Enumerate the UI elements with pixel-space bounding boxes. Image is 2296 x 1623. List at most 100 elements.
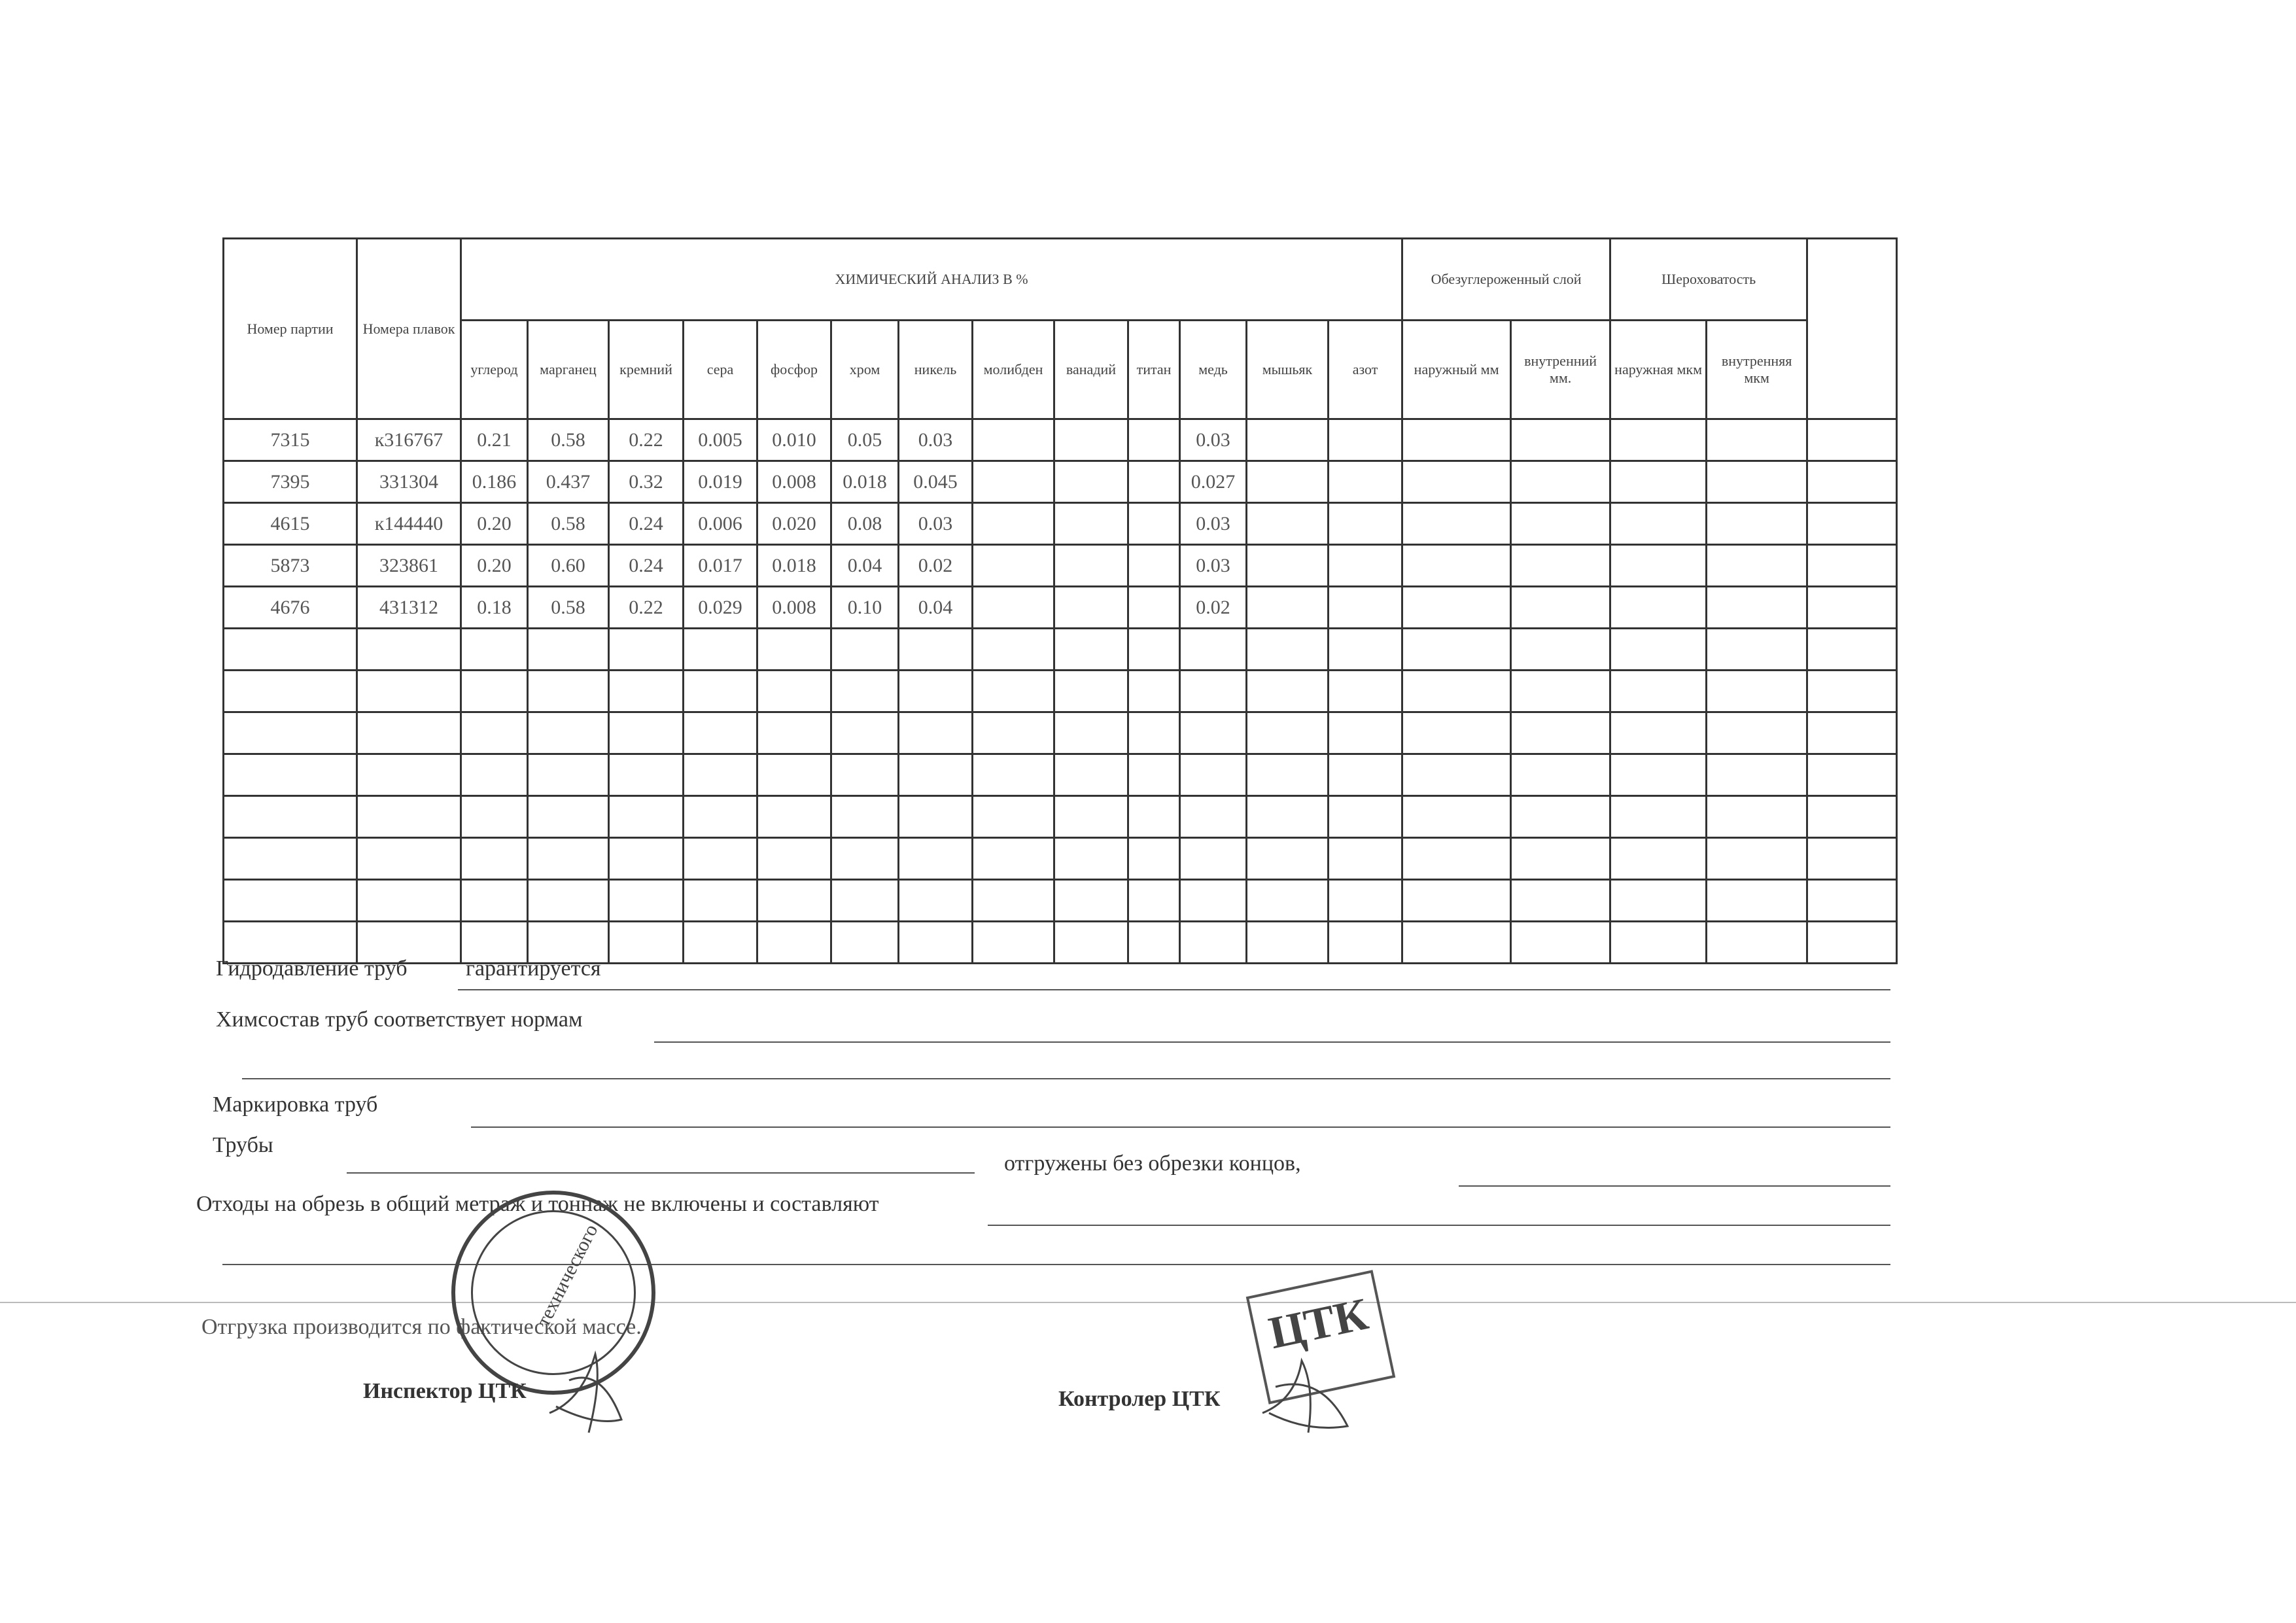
table-cell [356,711,462,755]
table-cell [1401,460,1512,504]
table-cell: 7395 [222,460,358,504]
table-cell [1127,544,1181,587]
table-cell [1806,879,1898,922]
table-cell [1179,920,1247,964]
table-cell: 0.21 [460,418,529,462]
table-cell [1510,669,1612,713]
table-cell [1401,585,1512,629]
empty-row [222,795,1898,839]
table-cell: 0.60 [527,544,610,587]
table-cell: 0.186 [460,460,529,504]
table-cell: 0.32 [608,460,684,504]
chemical-analysis-table: Номер партии Номера плавок ХИМИЧЕСКИЙ АН… [222,237,1898,964]
table-cell [608,669,684,713]
table-cell [971,711,1055,755]
table-cell [460,920,529,964]
table-cell [1053,837,1129,881]
header-element: молибден [971,319,1055,420]
table-cell [356,669,462,713]
table-cell [1179,669,1247,713]
table-cell [1806,502,1898,546]
table-row: 5873 323861 0.20 0.60 0.24 0.017 0.018 0.04 0.02… [222,544,1898,587]
table-cell [1806,418,1898,462]
table-cell [356,627,462,671]
table-cell [1806,544,1898,587]
table-cell [1705,669,1809,713]
table-cell [356,837,462,881]
table-cell [830,920,899,964]
table-cell [1806,669,1898,713]
table-cell [1609,544,1708,587]
table-cell: 0.03 [897,418,973,462]
table-cell [460,753,529,797]
table-cell [1401,753,1512,797]
table-cell [1053,585,1129,629]
table-cell [1053,711,1129,755]
table-cell [1609,669,1708,713]
table-cell [971,502,1055,546]
table-cell [1179,795,1247,839]
table-cell [527,711,610,755]
table-cell: 4676 [222,585,358,629]
table-cell [1245,669,1329,713]
table-cell [756,753,832,797]
table-cell [1609,795,1708,839]
table-cell: 0.017 [682,544,758,587]
table-cell: 431312 [356,585,462,629]
table-cell [682,920,758,964]
table-cell: 0.24 [608,544,684,587]
table-cell [830,711,899,755]
table-cell [1127,920,1181,964]
table-cell: 0.04 [897,585,973,629]
inspector-label: Инспектор ЦТК [363,1379,527,1403]
table-cell [527,795,610,839]
table-cell [1401,669,1512,713]
table-cell [1401,627,1512,671]
table-cell [1245,502,1329,546]
table-cell [1127,837,1181,881]
header-element: титан [1127,319,1181,420]
header-element: хром [830,319,899,420]
table-cell [356,920,462,964]
table-row: 7315 к316767 0.21 0.58 0.22 0.005 0.010 0.05 0.0… [222,418,1898,462]
header-decarb-sub: наружный мм [1401,319,1512,420]
table-cell [1806,627,1898,671]
shipped-text: отгружены без обрезки концов, [1004,1151,1301,1176]
header-decarb-layer: Обезуглероженный слой [1401,237,1612,321]
table-cell [682,795,758,839]
table-cell [1127,879,1181,922]
table-cell [1179,627,1247,671]
table-cell [971,920,1055,964]
table-cell [1127,418,1181,462]
table-cell [1806,920,1898,964]
table-cell [1245,418,1329,462]
inspector-signature [549,1350,623,1433]
table-cell [1053,544,1129,587]
table-cell: 0.437 [527,460,610,504]
table-cell [1705,795,1809,839]
table-cell [971,418,1055,462]
table-cell [1127,753,1181,797]
table-cell: 0.58 [527,502,610,546]
table-cell [527,627,610,671]
controller-label: Контролер ЦТК [1058,1387,1221,1411]
table-cell [608,920,684,964]
table-cell [1401,795,1512,839]
table-cell [682,879,758,922]
table-cell [971,669,1055,713]
table-cell [1245,460,1329,504]
table-cell: 0.03 [897,502,973,546]
table-cell [1609,585,1708,629]
table-cell [1327,627,1404,671]
marking-label: Маркировка труб [213,1092,378,1117]
table-cell: 0.20 [460,544,529,587]
header-element: марганец [527,319,610,420]
table-cell [971,627,1055,671]
table-cell [897,837,973,881]
table-cell [1327,795,1404,839]
table-cell [1510,585,1612,629]
table-cell: 0.08 [830,502,899,546]
table-cell [1053,920,1129,964]
table-cell [1179,837,1247,881]
empty-row [222,753,1898,797]
